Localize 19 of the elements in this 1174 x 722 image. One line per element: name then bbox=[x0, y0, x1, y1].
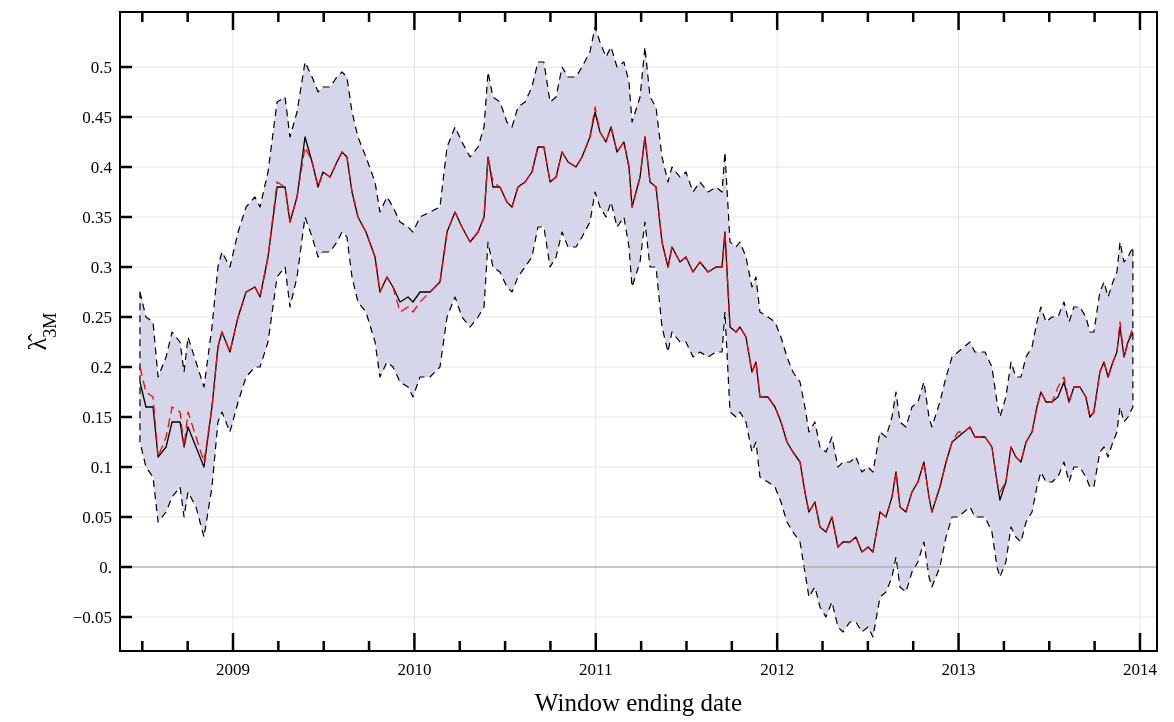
x-axis-title: Window ending date bbox=[534, 689, 743, 716]
y-tick-label: 0.35 bbox=[82, 208, 112, 227]
y-tick-label: −0.05 bbox=[72, 608, 112, 627]
y-tick-label: 0. bbox=[99, 558, 112, 577]
x-tick-label: 2010 bbox=[397, 660, 432, 679]
y-tick-label: 0.5 bbox=[90, 58, 112, 77]
y-tick-label: 0.3 bbox=[90, 258, 112, 277]
x-tick-label: 2012 bbox=[760, 660, 795, 679]
y-tick-label: 0.4 bbox=[90, 158, 113, 177]
x-tick-label: 2013 bbox=[941, 660, 976, 679]
x-tick-label: 2014 bbox=[1122, 660, 1158, 679]
y-tick-label: 0.15 bbox=[82, 408, 112, 427]
y-tick-label: 0.25 bbox=[82, 308, 112, 327]
y-tick-label: 0.1 bbox=[90, 458, 112, 477]
y-tick-label: 0.05 bbox=[82, 508, 112, 527]
x-tick-label: 2009 bbox=[216, 660, 251, 679]
y-tick-label: 0.2 bbox=[90, 358, 112, 377]
x-tick-label: 2011 bbox=[579, 660, 613, 679]
y-tick-label: 0.45 bbox=[82, 108, 112, 127]
